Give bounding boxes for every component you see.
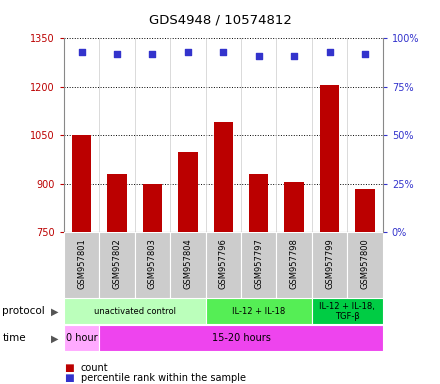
- Bar: [320, 85, 339, 384]
- Point: [78, 49, 85, 55]
- Text: GSM957802: GSM957802: [113, 238, 121, 289]
- Point: [114, 51, 121, 57]
- Text: count: count: [81, 363, 108, 373]
- Bar: [284, 182, 304, 384]
- Point: [220, 49, 227, 55]
- Text: GSM957800: GSM957800: [360, 238, 370, 289]
- Bar: [64, 325, 99, 351]
- Text: GDS4948 / 10574812: GDS4948 / 10574812: [149, 13, 291, 26]
- Bar: [356, 189, 375, 384]
- Bar: [135, 232, 170, 298]
- Bar: [99, 325, 383, 351]
- Text: time: time: [2, 333, 26, 343]
- Bar: [213, 122, 233, 384]
- Bar: [99, 232, 135, 298]
- Point: [149, 51, 156, 57]
- Bar: [205, 232, 241, 298]
- Text: ■: ■: [64, 373, 73, 383]
- Point: [362, 51, 369, 57]
- Text: GSM957796: GSM957796: [219, 238, 228, 289]
- Text: protocol: protocol: [2, 306, 45, 316]
- Text: IL-12 + IL-18,
TGF-β: IL-12 + IL-18, TGF-β: [319, 302, 375, 321]
- Text: percentile rank within the sample: percentile rank within the sample: [81, 373, 246, 383]
- Bar: [72, 135, 91, 384]
- Text: GSM957797: GSM957797: [254, 238, 263, 289]
- Text: ▶: ▶: [51, 306, 59, 316]
- Text: IL-12 + IL-18: IL-12 + IL-18: [232, 307, 286, 316]
- Point: [326, 49, 333, 55]
- Text: GSM957803: GSM957803: [148, 238, 157, 289]
- Text: GSM957804: GSM957804: [183, 238, 192, 289]
- Point: [255, 53, 262, 59]
- Bar: [241, 232, 276, 298]
- Bar: [64, 232, 99, 298]
- Text: GSM957798: GSM957798: [290, 238, 299, 289]
- Text: unactivated control: unactivated control: [94, 307, 176, 316]
- Bar: [143, 184, 162, 384]
- Bar: [178, 152, 198, 384]
- Point: [291, 53, 298, 59]
- Text: 15-20 hours: 15-20 hours: [212, 333, 271, 343]
- Bar: [312, 298, 383, 324]
- Bar: [170, 232, 205, 298]
- Bar: [64, 298, 205, 324]
- Bar: [276, 232, 312, 298]
- Bar: [249, 174, 268, 384]
- Point: [184, 49, 191, 55]
- Bar: [107, 174, 127, 384]
- Bar: [312, 232, 347, 298]
- Text: GSM957799: GSM957799: [325, 238, 334, 289]
- Bar: [205, 298, 312, 324]
- Text: GSM957801: GSM957801: [77, 238, 86, 289]
- Text: 0 hour: 0 hour: [66, 333, 97, 343]
- Text: ▶: ▶: [51, 333, 59, 343]
- Bar: [347, 232, 383, 298]
- Text: ■: ■: [64, 363, 73, 373]
